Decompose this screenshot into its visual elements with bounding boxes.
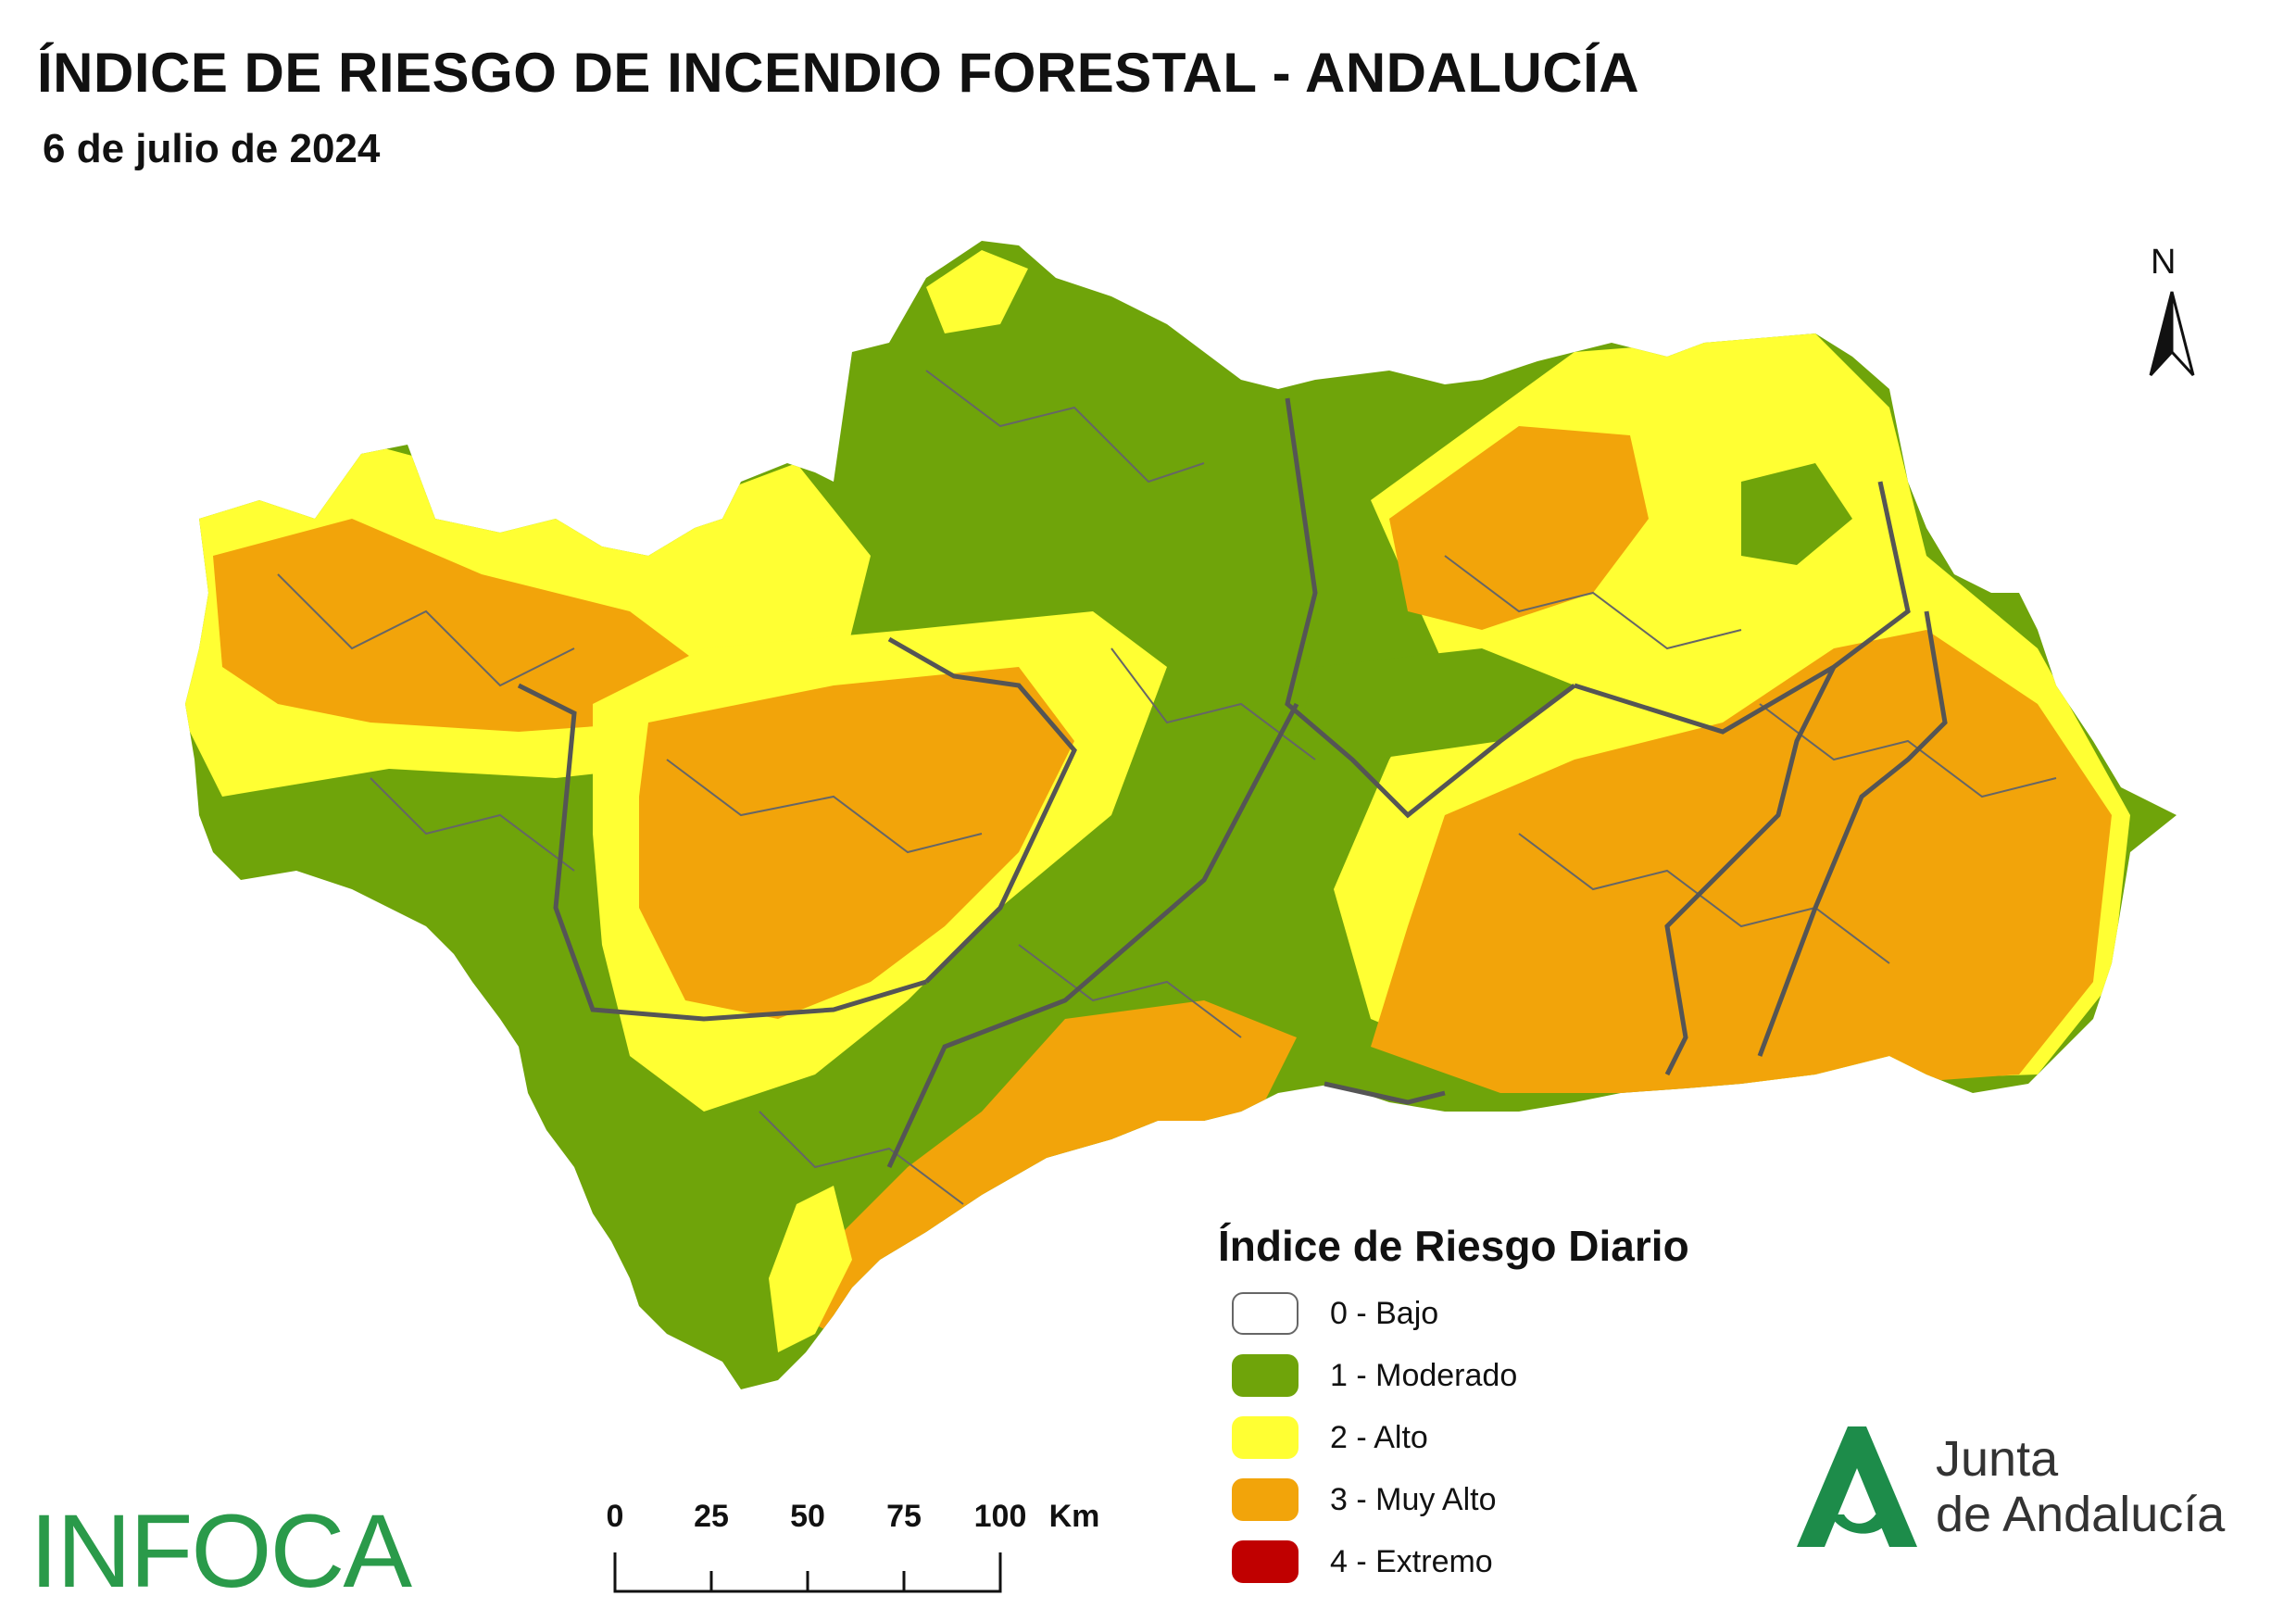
zone-alto-north xyxy=(926,250,1028,333)
municipal-borders xyxy=(277,370,2057,1205)
zone-alto-southwest xyxy=(769,1186,852,1352)
scale-bar-line xyxy=(613,1552,1002,1593)
junta-andalucia-text: Junta de Andalucía xyxy=(1936,1431,2225,1542)
legend-label-alto: 2 - Alto xyxy=(1330,1419,1428,1455)
legend-item-extremo: 4 - Extremo xyxy=(1232,1539,1493,1585)
zone-muyalto-east xyxy=(1371,630,2112,1093)
map-title: ÍNDICE DE RIESGO DE INCENDIO FORESTAL - … xyxy=(37,42,1640,104)
legend-swatch-bajo xyxy=(1232,1292,1299,1335)
provincial-borders xyxy=(517,397,1948,1169)
infoca-logo: INFOCA xyxy=(30,1493,412,1609)
legend-title: Índice de Riesgo Diario xyxy=(1218,1222,1689,1270)
legend-swatch-muy-alto xyxy=(1232,1478,1299,1521)
zone-muyalto-west xyxy=(213,519,704,732)
zone-moderado-centre-east xyxy=(1297,648,1575,760)
scale-tick-75: 75 xyxy=(886,1499,922,1534)
legend-label-muy-alto: 3 - Muy Alto xyxy=(1330,1481,1497,1517)
junta-line-2: de Andalucía xyxy=(1936,1487,2226,1542)
zone-muyalto-centre xyxy=(639,667,1074,1019)
junta-andalucia-logo-icon xyxy=(1797,1426,1917,1547)
zone-muyalto-southcoast xyxy=(797,1000,1297,1334)
legend-swatch-alto xyxy=(1232,1416,1299,1459)
legend-item-moderado: 1 - Moderado xyxy=(1232,1352,1517,1399)
legend-label-extremo: 4 - Extremo xyxy=(1330,1543,1493,1579)
legend-item-bajo: 0 - Bajo xyxy=(1232,1290,1438,1337)
north-arrow-icon xyxy=(2149,291,2195,377)
north-label: N xyxy=(2151,243,2177,282)
map-date: 6 de julio de 2024 xyxy=(43,126,381,171)
scale-tick-100: 100 xyxy=(973,1499,1027,1534)
legend-label-moderado: 1 - Moderado xyxy=(1330,1357,1518,1393)
zone-moderado-northeast xyxy=(1741,463,1852,565)
junta-line-1: Junta xyxy=(1936,1431,2059,1487)
legend-swatch-extremo xyxy=(1232,1540,1299,1583)
scale-tick-0: 0 xyxy=(606,1499,624,1534)
legend-item-muy-alto: 3 - Muy Alto xyxy=(1232,1476,1497,1523)
scale-tick-25: 25 xyxy=(694,1499,729,1534)
scale-tick-50: 50 xyxy=(790,1499,825,1534)
scale-unit: Km xyxy=(1048,1499,1100,1534)
legend-swatch-moderado xyxy=(1232,1354,1299,1397)
scale-bar: 0 25 50 75 100 Km xyxy=(607,1499,1130,1601)
legend-label-bajo: 0 - Bajo xyxy=(1330,1295,1439,1331)
zone-muyalto-northeast xyxy=(1389,426,1649,630)
legend-item-alto: 2 - Alto xyxy=(1232,1414,1428,1461)
